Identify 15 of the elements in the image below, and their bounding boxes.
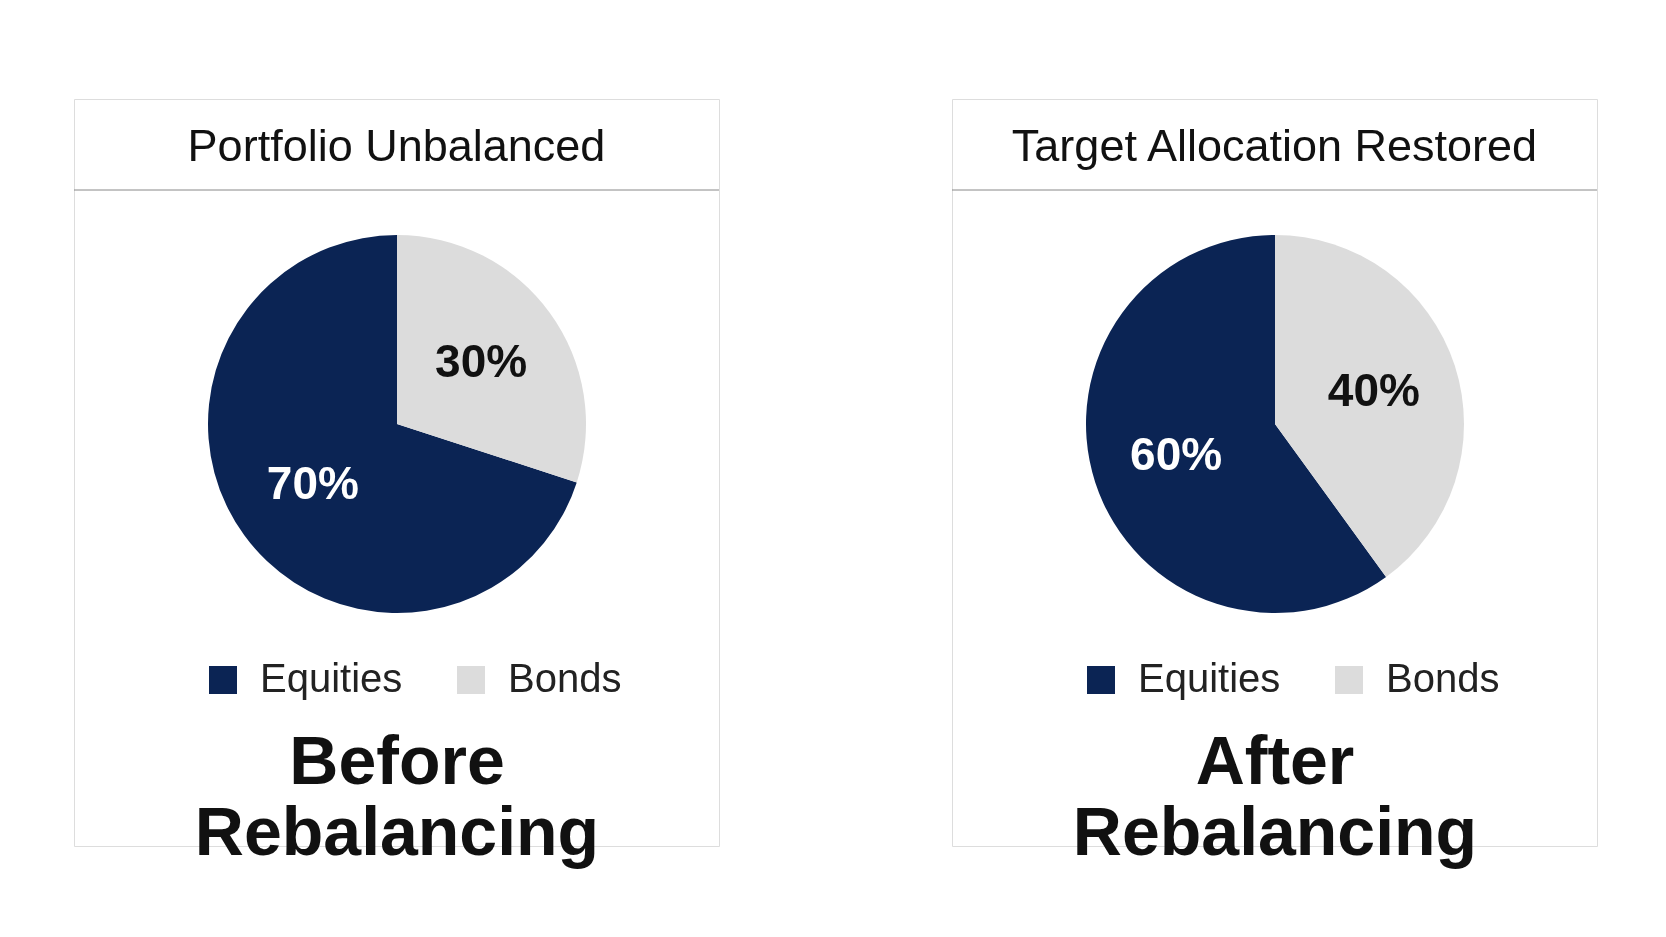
pie-slice [1275, 235, 1464, 577]
text: After Rebalancing [1072, 722, 1478, 869]
chart-title: Portfolio Unbalanced [187, 119, 606, 171]
data-label: 70% [266, 457, 359, 510]
legend-label: Bonds [1386, 656, 1500, 700]
legend-label: Equities [1138, 656, 1281, 700]
data-label: 30% [435, 334, 528, 387]
legend-label: Bonds [508, 656, 622, 700]
pie-slice [397, 235, 586, 483]
data-label: 60% [1130, 428, 1223, 481]
data-label: 40% [1327, 363, 1420, 416]
text: Before Rebalancing [194, 722, 600, 869]
pie-slice [208, 235, 577, 613]
chart-title: Target Allocation Restored [1011, 119, 1538, 171]
legend-label: Equities [260, 656, 403, 700]
